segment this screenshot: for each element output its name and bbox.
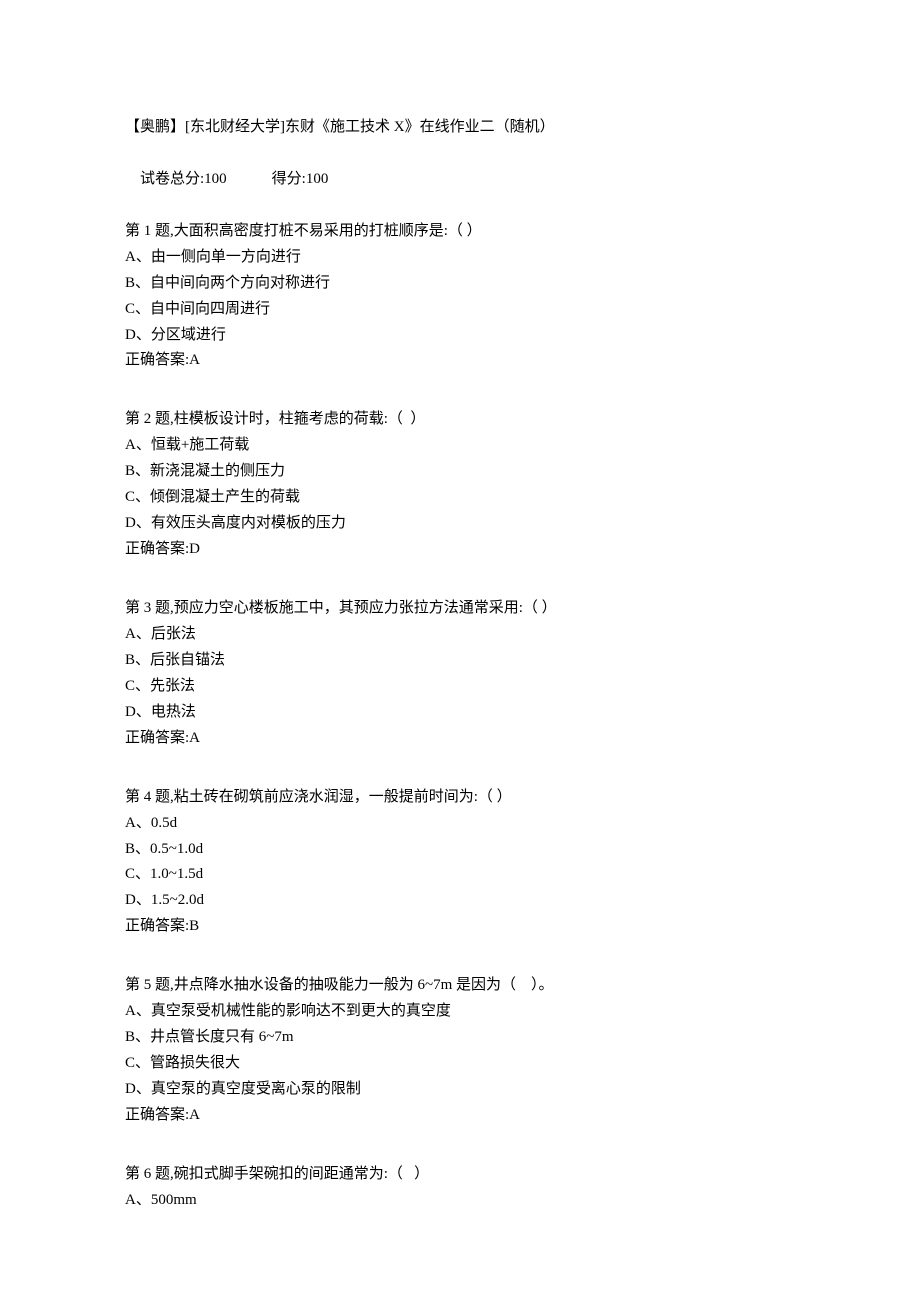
question-block: 第 3 题,预应力空心楼板施工中，其预应力张拉方法通常采用:（ ）A、后张法B、… (125, 596, 795, 752)
question-option: B、井点管长度只有 6~7m (125, 1025, 795, 1051)
question-block: 第 4 题,粘土砖在砌筑前应浇水润湿，一般提前时间为:（ ）A、0.5dB、0.… (125, 785, 795, 941)
earned-score: 得分:100 (272, 167, 329, 193)
question-answer: 正确答案:A (125, 726, 795, 752)
question-option: C、先张法 (125, 674, 795, 700)
question-answer: 正确答案:A (125, 348, 795, 374)
question-stem: 第 5 题,井点降水抽水设备的抽吸能力一般为 6~7m 是因为（ ）。 (125, 973, 795, 999)
question-option: A、由一侧向单一方向进行 (125, 245, 795, 271)
question-option: C、自中间向四周进行 (125, 297, 795, 323)
question-answer: 正确答案:B (125, 914, 795, 940)
question-option: D、分区域进行 (125, 323, 795, 349)
question-stem: 第 2 题,柱模板设计时，柱箍考虑的荷载:（ ） (125, 407, 795, 433)
question-option: A、后张法 (125, 622, 795, 648)
question-option: D、电热法 (125, 700, 795, 726)
doc-title: 【奥鹏】[东北财经大学]东财《施工技术 X》在线作业二（随机） (125, 115, 795, 141)
question-stem: 第 6 题,碗扣式脚手架碗扣的间距通常为:（ ） (125, 1162, 795, 1188)
question-option: A、500mm (125, 1188, 795, 1214)
question-option: A、真空泵受机械性能的影响达不到更大的真空度 (125, 999, 795, 1025)
question-block: 第 5 题,井点降水抽水设备的抽吸能力一般为 6~7m 是因为（ ）。A、真空泵… (125, 973, 795, 1129)
total-score: 试卷总分:100 (140, 167, 227, 193)
question-option: C、倾倒混凝土产生的荷载 (125, 485, 795, 511)
question-option: D、1.5~2.0d (125, 888, 795, 914)
question-option: D、真空泵的真空度受离心泵的限制 (125, 1077, 795, 1103)
question-block: 第 1 题,大面积高密度打桩不易采用的打桩顺序是:（ ）A、由一侧向单一方向进行… (125, 219, 795, 375)
question-block: 第 6 题,碗扣式脚手架碗扣的间距通常为:（ ）A、500mm (125, 1162, 795, 1214)
question-option: B、后张自锚法 (125, 648, 795, 674)
question-option: A、恒载+施工荷载 (125, 433, 795, 459)
page-content: 【奥鹏】[东北财经大学]东财《施工技术 X》在线作业二（随机） 试卷总分:100… (0, 0, 920, 1274)
questions-container: 第 1 题,大面积高密度打桩不易采用的打桩顺序是:（ ）A、由一侧向单一方向进行… (125, 219, 795, 1214)
question-stem: 第 4 题,粘土砖在砌筑前应浇水润湿，一般提前时间为:（ ） (125, 785, 795, 811)
question-answer: 正确答案:A (125, 1103, 795, 1129)
question-option: A、0.5d (125, 811, 795, 837)
question-option: C、1.0~1.5d (125, 862, 795, 888)
question-answer: 正确答案:D (125, 537, 795, 563)
question-block: 第 2 题,柱模板设计时，柱箍考虑的荷载:（ ）A、恒载+施工荷载B、新浇混凝土… (125, 407, 795, 563)
question-option: D、有效压头高度内对模板的压力 (125, 511, 795, 537)
question-option: B、新浇混凝土的侧压力 (125, 459, 795, 485)
question-option: B、0.5~1.0d (125, 837, 795, 863)
question-stem: 第 3 题,预应力空心楼板施工中，其预应力张拉方法通常采用:（ ） (125, 596, 795, 622)
score-line: 试卷总分:100 得分:100 (125, 141, 795, 219)
question-option: B、自中间向两个方向对称进行 (125, 271, 795, 297)
question-option: C、管路损失很大 (125, 1051, 795, 1077)
question-stem: 第 1 题,大面积高密度打桩不易采用的打桩顺序是:（ ） (125, 219, 795, 245)
